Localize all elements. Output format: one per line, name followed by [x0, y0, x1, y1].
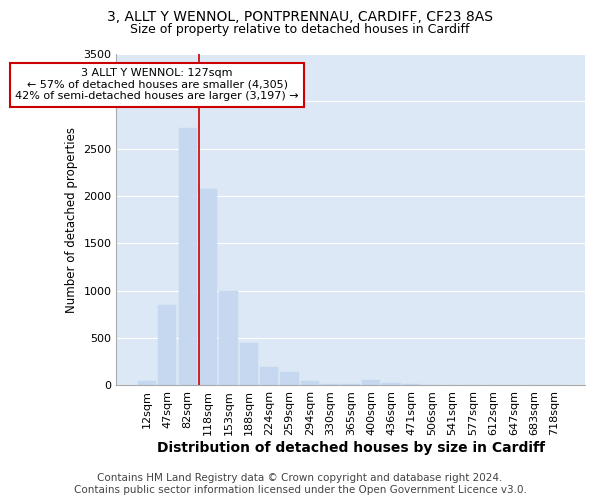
Text: 3, ALLT Y WENNOL, PONTPRENNAU, CARDIFF, CF23 8AS: 3, ALLT Y WENNOL, PONTPRENNAU, CARDIFF, … [107, 10, 493, 24]
Bar [403, 384, 421, 386]
Bar [239, 343, 258, 386]
Bar [321, 384, 340, 386]
Text: Size of property relative to detached houses in Cardiff: Size of property relative to detached ho… [130, 22, 470, 36]
Bar [158, 305, 176, 386]
Text: 3 ALLT Y WENNOL: 127sqm
← 57% of detached houses are smaller (4,305)
42% of semi: 3 ALLT Y WENNOL: 127sqm ← 57% of detache… [16, 68, 299, 102]
X-axis label: Distribution of detached houses by size in Cardiff: Distribution of detached houses by size … [157, 441, 545, 455]
Y-axis label: Number of detached properties: Number of detached properties [65, 126, 78, 312]
Bar [382, 382, 401, 386]
Bar [341, 384, 360, 386]
Bar [199, 190, 217, 386]
Bar [280, 372, 299, 386]
Bar [423, 384, 442, 386]
Bar [362, 380, 380, 386]
Text: Contains HM Land Registry data © Crown copyright and database right 2024.
Contai: Contains HM Land Registry data © Crown c… [74, 474, 526, 495]
Bar [219, 291, 238, 386]
Bar [301, 380, 319, 386]
Bar [138, 380, 156, 386]
Bar [179, 128, 197, 386]
Bar [260, 366, 278, 386]
